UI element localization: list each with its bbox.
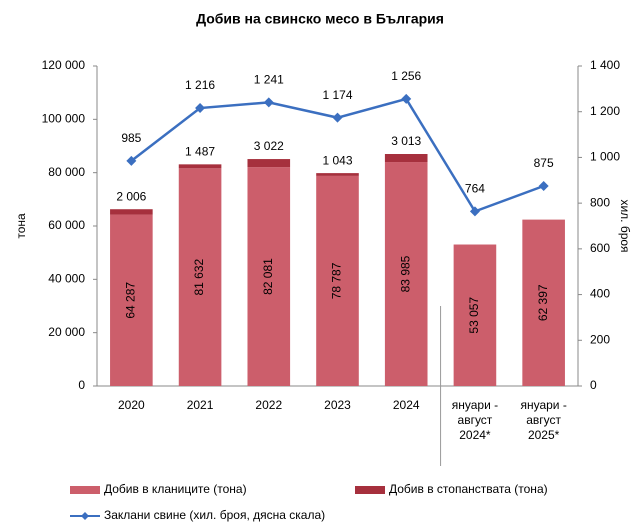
y2-tick-label: 1 200	[590, 104, 620, 118]
value-label: 53 057	[467, 297, 481, 334]
value-label: 1 256	[391, 69, 421, 83]
value-label: 1 241	[254, 73, 284, 87]
value-label: 3 013	[391, 134, 421, 148]
marker	[332, 112, 343, 123]
y2-tick-label: 1 000	[590, 150, 620, 164]
value-label: 64 287	[124, 282, 138, 319]
bar	[110, 214, 153, 386]
x-tick-label: 2023	[324, 398, 351, 412]
y2-tick-label: 1 400	[590, 58, 620, 72]
bar	[453, 244, 497, 386]
legend-label: Добив в стопанствата (тона)	[389, 482, 548, 496]
y-axis-label: тона	[14, 213, 28, 239]
bar	[178, 168, 222, 386]
bar	[178, 164, 222, 169]
bar	[316, 173, 359, 176]
y-tick-label: 100 000	[42, 112, 86, 126]
x-tick-label: 2024	[392, 398, 420, 412]
bar	[247, 159, 291, 168]
bar	[384, 154, 428, 163]
x-tick-label: януари - август 2025*	[520, 398, 567, 442]
bar	[316, 175, 359, 386]
value-label: 2 006	[116, 189, 146, 203]
y-tick-label: 40 000	[48, 272, 85, 286]
x-tick-label: 2021	[186, 398, 214, 412]
value-label: 1 043	[322, 153, 352, 167]
y-tick-label: 0	[78, 378, 85, 392]
marker	[126, 155, 137, 166]
value-label: 764	[465, 182, 485, 196]
bar	[522, 219, 565, 386]
y-tick-label: 20 000	[48, 325, 85, 339]
bar	[384, 162, 428, 386]
marker	[195, 103, 206, 114]
marker	[538, 181, 549, 191]
marker	[263, 97, 274, 108]
legend-swatch	[355, 486, 385, 494]
y2-tick-label: 600	[590, 241, 610, 255]
y-tick-label: 80 000	[48, 165, 85, 179]
legend-label: Добив в кланиците (тона)	[104, 482, 247, 496]
value-label: 3 022	[254, 139, 284, 153]
y2-tick-label: 0	[590, 378, 597, 392]
legend-label: Заклани свине (хил. броя, дясна скала)	[104, 508, 325, 522]
bar	[110, 209, 153, 215]
y-tick-label: 120 000	[42, 58, 86, 72]
marker	[469, 206, 480, 217]
legend-swatch	[70, 486, 100, 494]
value-label: 1 487	[185, 145, 215, 159]
chart-title: Добив на свинско месо в България	[196, 11, 444, 27]
marker	[401, 93, 412, 104]
value-label: 78 787	[330, 262, 344, 299]
value-label: 81 632	[192, 258, 206, 295]
x-tick-label: 2022	[255, 398, 283, 412]
y2-tick-label: 400	[590, 287, 610, 301]
bar	[247, 167, 291, 386]
y2-axis-label: хил. броя	[618, 199, 632, 252]
value-label: 1 174	[322, 88, 352, 102]
value-label: 82 081	[261, 258, 275, 295]
value-label: 83 985	[398, 255, 412, 292]
y2-tick-label: 200	[590, 332, 610, 346]
y2-tick-label: 800	[590, 195, 610, 209]
value-label: 1 216	[185, 78, 215, 92]
legend-marker	[81, 512, 89, 520]
value-label: 62 397	[536, 284, 550, 321]
y-tick-label: 60 000	[48, 218, 85, 232]
x-tick-label: 2020	[117, 398, 145, 412]
value-label: 875	[534, 156, 554, 170]
value-label: 985	[121, 131, 141, 145]
x-tick-label: януари - август 2024*	[451, 398, 499, 442]
